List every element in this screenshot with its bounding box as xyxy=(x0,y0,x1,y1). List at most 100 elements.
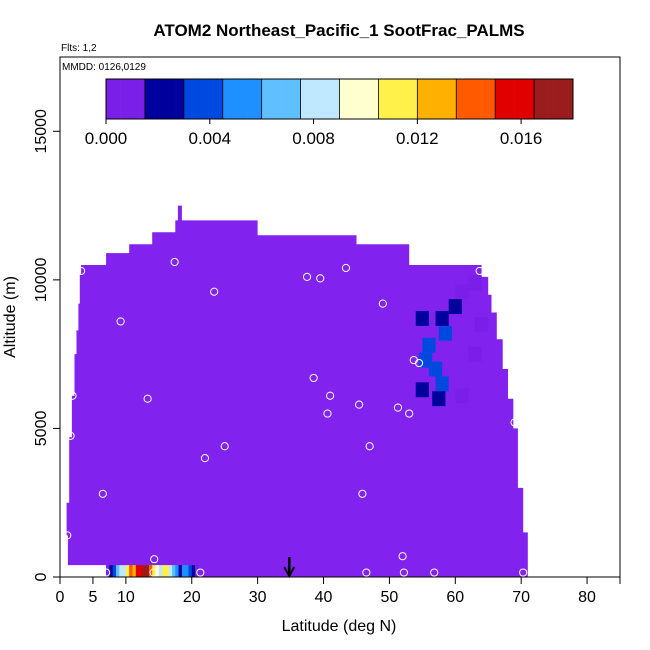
x-tick-label: 20 xyxy=(183,589,201,606)
y-axis-label: Altitude (m) xyxy=(2,276,19,358)
colorbar-swatch xyxy=(397,79,404,119)
colorbar-swatch xyxy=(178,79,185,119)
sample-point xyxy=(150,555,159,564)
sample-point xyxy=(68,391,77,400)
colorbar-swatch xyxy=(514,79,520,119)
colorbar-swatch xyxy=(320,79,326,119)
data-cell xyxy=(455,284,469,300)
strip-cell xyxy=(129,565,133,577)
colorbar-swatch xyxy=(110,79,117,119)
colorbar-swatch xyxy=(242,79,248,119)
colorbar-swatch xyxy=(543,79,549,119)
colorbar-swatch xyxy=(504,79,511,119)
colorbar-swatch xyxy=(538,79,545,119)
sample-point xyxy=(98,489,107,498)
strip-cell xyxy=(191,565,196,577)
colorbar-swatch xyxy=(456,79,462,119)
sample-point xyxy=(302,272,312,281)
colorbar-swatch xyxy=(358,79,365,119)
colorbar-swatch xyxy=(281,79,287,119)
colorbar-swatch xyxy=(534,79,540,119)
y-tick-label: 15000 xyxy=(33,109,50,154)
y-axis: 0 5000 10000 15000 xyxy=(33,109,60,581)
strip-cell xyxy=(132,565,137,577)
colorbar-swatch xyxy=(509,79,515,119)
flights-note: Flts: 1,2 xyxy=(61,43,97,54)
sample-point xyxy=(196,568,205,577)
colorbar-tick-label: 0.004 xyxy=(189,129,232,148)
sample-point xyxy=(220,442,229,451)
colorbar-swatch xyxy=(251,79,258,119)
colorbar-swatch xyxy=(402,79,408,119)
colorbar-swatch xyxy=(519,79,525,119)
sample-point xyxy=(510,418,519,427)
data-cell xyxy=(415,311,429,326)
colorbar-swatch xyxy=(431,79,438,119)
data-cell xyxy=(422,337,436,353)
colorbar-swatch xyxy=(339,79,345,119)
y-tick-label: 10000 xyxy=(33,258,50,303)
sample-point xyxy=(210,287,219,296)
sample-point xyxy=(365,442,374,451)
colorbar-swatch xyxy=(388,79,394,119)
colorbar-tick-label: 0.012 xyxy=(396,129,439,148)
coverage-region xyxy=(66,205,528,577)
sample-point xyxy=(309,373,318,383)
colorbar-swatch xyxy=(465,79,472,119)
data-cell xyxy=(475,317,489,332)
sample-point xyxy=(362,568,371,577)
sample-point xyxy=(414,358,424,368)
data-cell xyxy=(428,361,443,377)
colorbar-swatch xyxy=(247,79,253,119)
strip-cell xyxy=(185,565,189,577)
strip-cell xyxy=(178,565,183,577)
colorbar-tick-label: 0.000 xyxy=(85,129,128,148)
colorbar-swatch xyxy=(213,79,219,119)
colorbar-swatch xyxy=(144,79,151,119)
sample-point xyxy=(405,409,414,418)
colorbar-swatch xyxy=(217,79,224,119)
colorbar-swatches xyxy=(106,79,574,119)
colorbar-swatch xyxy=(373,79,379,119)
colorbar-swatch xyxy=(203,79,209,119)
strip-cell xyxy=(122,565,127,577)
colorbar-swatch xyxy=(169,79,175,119)
strip-cell xyxy=(135,565,140,577)
colorbar-swatch xyxy=(344,79,350,119)
colorbar-swatch xyxy=(130,79,136,119)
colorbar-swatch xyxy=(417,79,423,119)
sample-point xyxy=(63,531,72,540)
chart-title: ATOM2 Northeast_Pacific_1 SootFrac_PALMS xyxy=(153,21,524,40)
colorbar: 0.000 0.004 0.008 0.012 0.016 xyxy=(85,78,574,148)
colorbar-swatch xyxy=(334,79,340,119)
colorbar-swatch xyxy=(485,79,491,119)
colorbar-swatch xyxy=(451,79,457,119)
strip-cell xyxy=(155,565,160,577)
colorbar-swatch xyxy=(135,79,141,119)
surface-strip xyxy=(106,565,199,577)
strip-cell xyxy=(125,565,130,577)
strip-cell xyxy=(168,565,173,577)
strip-cell xyxy=(158,565,163,577)
colorbar-swatch xyxy=(159,79,165,119)
colorbar-swatch xyxy=(412,79,418,119)
data-cell xyxy=(455,388,469,404)
x-tick-label: 50 xyxy=(381,589,399,606)
colorbar-swatch xyxy=(363,79,369,119)
date-note: MMDD: 0126,0129 xyxy=(62,62,146,73)
colorbar-swatch xyxy=(222,79,228,119)
colorbar-swatch xyxy=(237,79,243,119)
colorbar-swatch xyxy=(193,79,199,119)
strip-cell xyxy=(139,565,143,577)
enhanced-cells xyxy=(415,275,489,407)
x-tick-label: 40 xyxy=(315,589,333,606)
strip-cell xyxy=(106,565,110,577)
colorbar-swatch xyxy=(558,79,564,119)
colorbar-swatch xyxy=(470,79,477,119)
colorbar-swatch xyxy=(393,79,399,119)
colorbar-swatch xyxy=(188,79,194,119)
colorbar-swatch xyxy=(174,79,180,119)
colorbar-swatch xyxy=(461,79,467,119)
sample-point xyxy=(116,317,125,326)
colorbar-swatch xyxy=(276,79,282,119)
